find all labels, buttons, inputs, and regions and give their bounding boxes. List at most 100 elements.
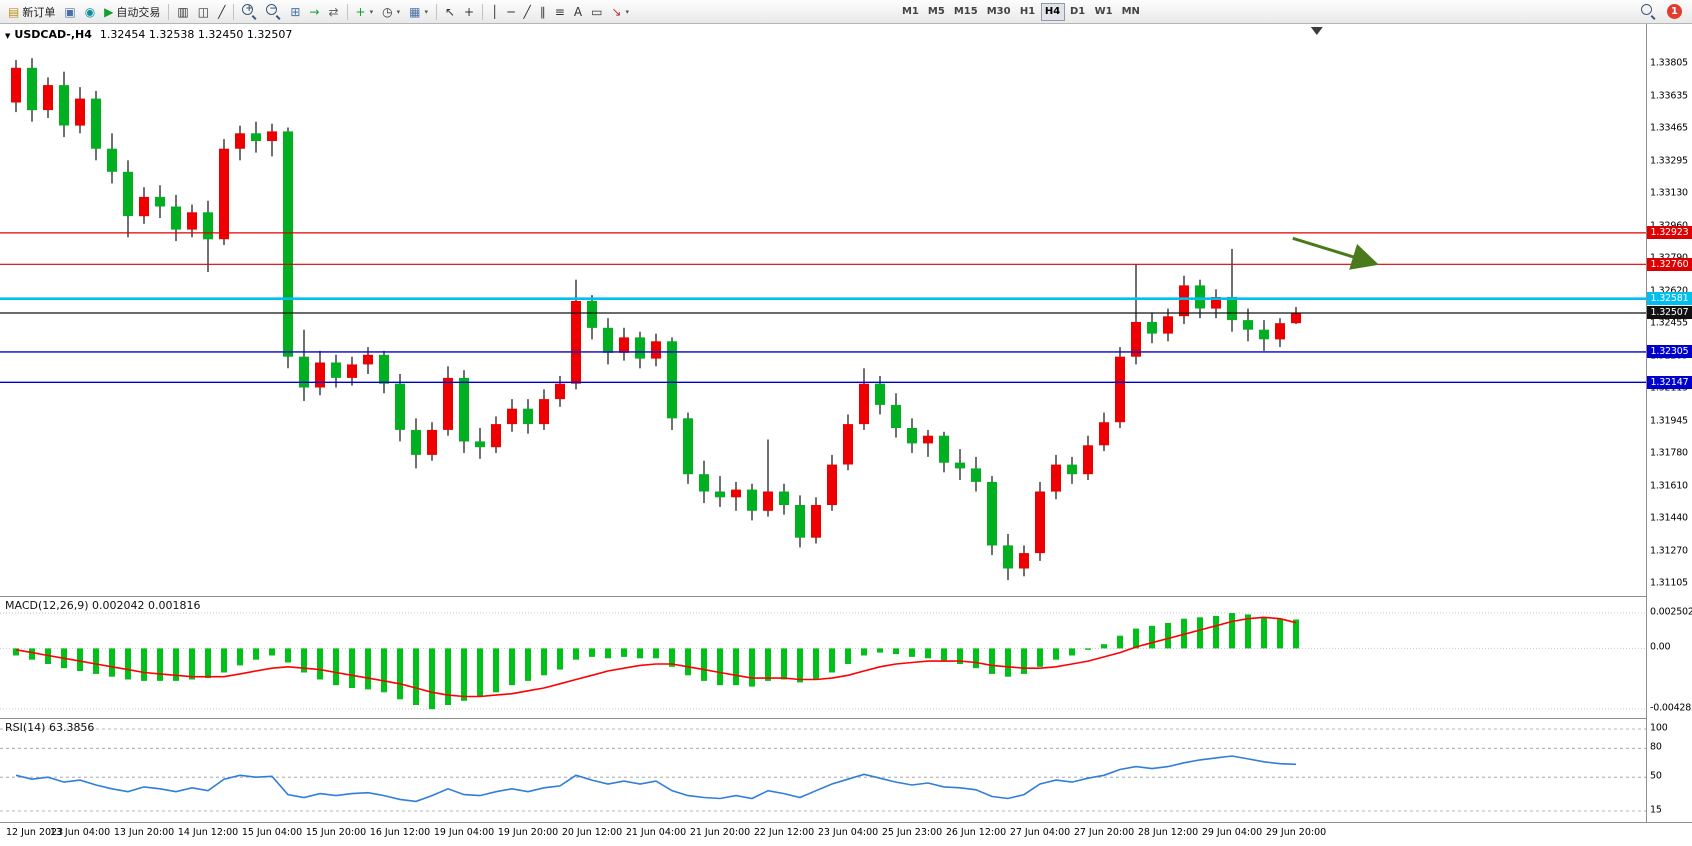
fibonacci-button[interactable]: ≡	[551, 2, 569, 22]
chart-shift-button[interactable]: ⇄	[324, 2, 342, 22]
bar-chart-button[interactable]: ▥	[173, 2, 192, 22]
time-axis-label: 19 Jun 20:00	[497, 827, 559, 838]
time-axis-label: 16 Jun 12:00	[369, 827, 431, 838]
price-tick-label: 1.32960	[1650, 220, 1688, 231]
search-button[interactable]	[1637, 2, 1660, 22]
notification-badge[interactable]: 1	[1667, 4, 1682, 19]
price-tick-label: 1.32455	[1650, 317, 1688, 329]
horizontal-line-button[interactable]: ─	[503, 2, 518, 22]
chart-window-button[interactable]: ▣	[60, 2, 79, 22]
timeframe-group: M1 M5 M15 M30 H1 H4 D1 W1 MN	[898, 2, 1144, 21]
time-axis-label: 13 Jun 20:00	[113, 827, 175, 838]
new-order-button[interactable]: ▤ 新订单	[4, 2, 59, 22]
price-tick-label: 1.32620	[1650, 285, 1688, 297]
symbol-period-label: USDCAD-,H4	[14, 28, 92, 41]
price-tick-label: 1.31270	[1650, 545, 1688, 557]
arrows-button[interactable]: ↘ ▾	[607, 2, 633, 22]
timeframe-w1-button[interactable]: W1	[1091, 3, 1117, 21]
dropdown-caret-icon: ▾	[369, 7, 374, 16]
time-axis-label: 21 Jun 20:00	[689, 827, 751, 838]
text-button[interactable]: A	[570, 2, 586, 22]
rsi-line	[15, 755, 1297, 803]
macd-svg	[0, 612, 1646, 710]
dropdown-caret-icon: ▾	[625, 7, 629, 16]
cursor-button[interactable]: ↖	[441, 2, 459, 22]
timeframe-m1-button[interactable]: M1	[898, 3, 923, 21]
zoom-out-button[interactable]: −	[262, 2, 285, 22]
auto-trading-button[interactable]: ▶ 自动交易	[100, 2, 164, 22]
periods-button[interactable]: ◷ ▾	[378, 2, 404, 22]
main-chart-panel: ▼ USDCAD-,H4 1.32454 1.32538 1.32450 1.325…	[0, 24, 1646, 596]
price-tick-label: 1.33295	[1650, 155, 1688, 167]
time-axis-label: 20 Jun 12:00	[561, 827, 623, 838]
price-tick-label: 1.31105	[1650, 577, 1688, 589]
timeframe-m15-button[interactable]: M15	[950, 3, 982, 21]
tile-windows-icon: ⊞	[290, 4, 301, 19]
time-axis-label: 12 Jun 2023	[6, 827, 64, 838]
time-axis-label: 22 Jun 12:00	[753, 827, 815, 838]
label-button[interactable]: ▭	[587, 2, 606, 22]
channel-icon: ∥	[539, 4, 546, 19]
price-tick-label: 1.31610	[1650, 480, 1688, 492]
candlestick-chart-button[interactable]: ◫	[194, 2, 213, 22]
chart-header: ▼ USDCAD-,H4 1.32454 1.32538 1.32450 1.325…	[5, 28, 292, 41]
auto-scroll-button[interactable]: →	[305, 2, 323, 22]
trend-arrow-annotation[interactable]	[1292, 236, 1379, 270]
macd-histogram	[13, 613, 1299, 710]
tile-windows-button[interactable]: ⊞	[286, 2, 304, 22]
price-level-tag: 1.32305	[1647, 345, 1692, 359]
trendline-button[interactable]: ╱	[520, 2, 535, 22]
one-click-trading-toggle[interactable]: ▼	[5, 32, 11, 40]
time-axis-label: 15 Jun 20:00	[305, 827, 367, 838]
toolbar-separator	[346, 3, 348, 20]
line-chart-icon: ╱	[218, 4, 226, 19]
toolbar-separator	[233, 3, 235, 20]
time-axis-label: 28 Jun 12:00	[1137, 827, 1199, 838]
timeframe-h4-button[interactable]: H4	[1040, 2, 1065, 21]
time-axis-label: 15 Jun 04:00	[241, 827, 303, 838]
rsi-tick-label: 80	[1650, 741, 1662, 753]
auto-scroll-icon: →	[309, 4, 320, 19]
timeframe-h1-button[interactable]: H1	[1016, 3, 1040, 21]
indicators-icon: +	[355, 4, 366, 19]
time-axis-label: 27 Jun 04:00	[1009, 827, 1071, 838]
community-button[interactable]: ◉	[81, 2, 99, 22]
zoom-out-icon: −	[266, 4, 281, 19]
price-tick-label: 1.33130	[1650, 187, 1688, 199]
dropdown-caret-icon: ▾	[424, 7, 428, 16]
new-order-button-label: 新订单	[22, 5, 56, 19]
price-level-tag: 1.32923	[1647, 226, 1692, 240]
indicators-button[interactable]: + ▾	[352, 2, 378, 22]
macd-tick-label: 0.002502	[1650, 606, 1692, 618]
label-icon: ▭	[591, 4, 603, 19]
zoom-in-button[interactable]: +	[238, 2, 261, 22]
toolbar: ▤ 新订单 ▣ ◉ ▶ 自动交易 ▥ ◫ ╱ + − ⊞ → ⇄ + ▾ ◷ ▾ ▦ ▾ ↖ + │ ─ ╱ ∥ ≡ A ▭ ↘ ▾ M1 M…	[0, 0, 1692, 24]
text-icon: A	[573, 4, 583, 19]
crosshair-button[interactable]: +	[460, 2, 478, 22]
templates-button[interactable]: ▦ ▾	[405, 2, 432, 22]
timeframe-d1-button[interactable]: D1	[1066, 3, 1090, 21]
price-tick-label: 1.33635	[1650, 90, 1688, 102]
horizontal-line-icon: ─	[507, 4, 515, 19]
line-chart-button[interactable]: ╱	[214, 2, 229, 22]
toolbar-separator	[435, 3, 437, 20]
rsi-panel: RSI(14) 63.3856	[0, 718, 1646, 822]
trendline-icon: ╱	[523, 4, 531, 19]
new-order-icon: ▤	[8, 4, 20, 19]
timeframe-m30-button[interactable]: M30	[983, 3, 1015, 21]
timeframe-m5-button[interactable]: M5	[924, 3, 949, 21]
channel-button[interactable]: ∥	[536, 2, 550, 22]
toolbar-separator	[168, 3, 170, 20]
auto-trading-button-label: 自动交易	[116, 5, 161, 19]
vertical-line-button[interactable]: │	[487, 2, 502, 22]
chart-shift-icon: ⇄	[328, 4, 339, 19]
chart-shift-marker[interactable]	[1310, 27, 1323, 35]
periods-icon: ◷	[382, 4, 393, 19]
toolbar-right: 1	[1637, 2, 1688, 22]
price-axis: 1.33805 1.33635 1.33465 1.33295 1.33130 1.329…	[1646, 24, 1692, 822]
toolbar-separator	[482, 3, 484, 20]
arrows-icon: ↘	[611, 4, 622, 19]
timeframe-mn-button[interactable]: MN	[1118, 3, 1144, 21]
community-icon: ◉	[84, 4, 96, 19]
rsi-label: RSI(14) 63.3856	[5, 721, 95, 734]
